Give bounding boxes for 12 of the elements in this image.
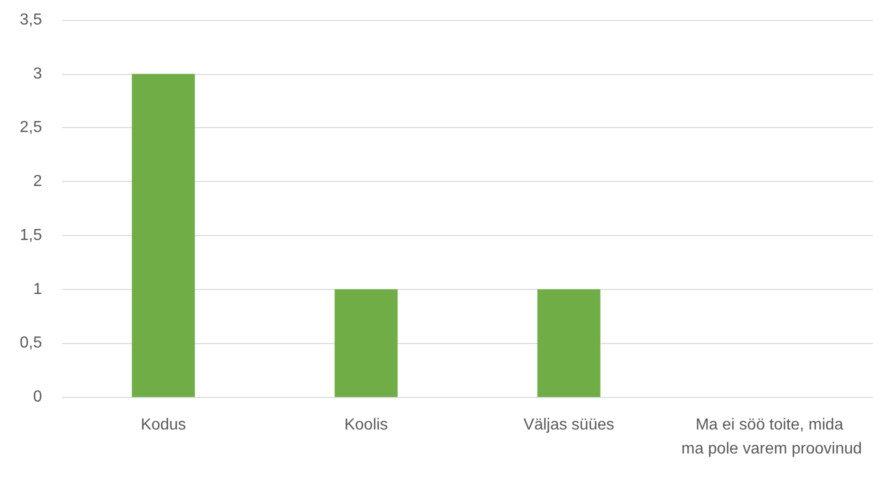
y-tick-label: 0,5 (20, 334, 42, 352)
y-tick-label: 3,5 (20, 12, 42, 28)
y-tick-label: 0 (33, 388, 42, 406)
x-tick-label: Kodus (140, 416, 186, 434)
y-tick-label: 2 (33, 173, 42, 190)
x-tick-label: Ma ei söö toite, mida ma pole varem proovinud (681, 416, 862, 458)
x-tick-label: Koolis (344, 416, 388, 434)
y-tick-label: 2,5 (20, 119, 42, 136)
y-tick-label: 3 (33, 65, 42, 82)
x-tick-label: Väljas süües (524, 416, 614, 434)
y-tick-label: 1,5 (20, 226, 42, 244)
y-tick-label: 1 (33, 280, 42, 298)
